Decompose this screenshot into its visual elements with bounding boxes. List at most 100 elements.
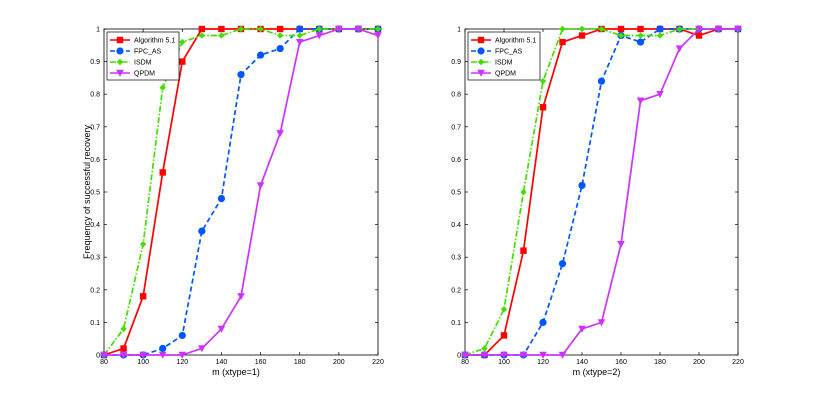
data-point-algorithm-5-1 [578,32,586,39]
y-tick-label: 0.9 [90,59,100,66]
data-point-qpdm [636,97,645,105]
data-point-isdm [374,25,382,33]
legend-label-fpc-as: FPC_AS [134,49,162,56]
data-point-isdm [296,32,303,39]
y-tick-label: 0.8 [90,92,100,99]
y-tick-label: 0.5 [90,190,100,197]
y-tick-label: 0.4 [90,222,100,229]
data-point-isdm [257,25,264,33]
y-tick-label: 0 [96,353,100,360]
x-tick-label: 180 [294,359,306,366]
data-point-qpdm [119,351,128,359]
x-axis-label: m (xtype=2) [573,367,621,377]
y-tick-label: 0.6 [451,157,461,164]
data-point-fpc-as [558,260,567,268]
data-point-isdm [179,38,186,46]
data-point-algorithm-5-1 [218,25,225,33]
data-point-fpc-as [296,25,304,33]
x-tick-label: 180 [654,359,666,366]
data-point-qpdm [558,351,567,359]
y-tick-label: 1 [96,27,100,34]
y-tick-label: 0.7 [90,124,100,131]
data-point-qpdm [158,351,167,359]
data-point-qpdm [335,25,343,33]
legend-marker-isdm [116,58,124,66]
data-point-qpdm [480,351,489,359]
data-point-algorithm-5-1 [559,38,566,46]
data-point-isdm [139,240,147,248]
data-point-isdm [559,25,566,33]
data-point-fpc-as [237,71,245,79]
data-point-qpdm [714,25,723,33]
legend-label-qpdm: QPDM [495,71,516,78]
x-tick-label: 140 [216,359,228,366]
data-point-algorithm-5-1 [120,345,127,352]
y-tick-label: 0.5 [451,190,461,197]
x-tick-label: 200 [333,359,345,366]
legend-label-isdm: ISDM [495,60,513,67]
data-point-algorithm-5-1 [520,247,527,254]
legend-label-qpdm: QPDM [134,71,155,78]
legend-label-fpc-as: FPC_AS [495,49,523,56]
data-point-fpc-as [597,77,606,85]
data-point-fpc-as [578,181,586,190]
data-point-qpdm [295,38,304,46]
data-point-isdm [637,32,644,39]
y-tick-label: 0.3 [451,255,461,262]
data-point-isdm [218,32,225,39]
x-tick-label: 140 [576,359,588,366]
data-point-fpc-as [276,44,284,53]
data-point-qpdm [100,351,108,359]
data-point-qpdm [578,325,586,333]
data-point-qpdm [675,45,684,53]
data-point-qpdm [178,351,187,359]
data-point-isdm [159,84,166,91]
data-point-fpc-as [539,318,547,326]
data-point-isdm [198,32,206,39]
x-tick-label: 80 [100,359,108,366]
data-point-isdm [120,325,127,333]
data-point-isdm [617,32,625,39]
data-point-fpc-as [656,25,664,33]
series-line-isdm [464,28,738,356]
data-point-fpc-as [636,38,645,46]
data-point-isdm [656,32,664,39]
data-point-isdm [520,188,527,196]
data-point-algorithm-5-1 [179,58,186,65]
x-tick-label: 160 [255,359,267,366]
y-tick-label: 0.2 [90,287,100,294]
y-tick-label: 0.1 [90,320,100,327]
legend-marker-fpc-as [477,47,485,55]
data-point-isdm [539,77,547,85]
data-point-qpdm [256,182,265,190]
y-tick-label: 0.2 [451,287,461,294]
x-tick-label: 100 [498,359,510,366]
y-tick-label: 0.9 [451,59,461,66]
legend-marker-qpdm [477,69,485,77]
data-point-algorithm-5-1 [637,25,644,33]
x-axis-label: m (xtype=1) [212,367,260,377]
y-tick-label: 0.8 [451,92,461,99]
data-point-algorithm-5-1 [198,25,206,33]
data-point-algorithm-5-1 [159,169,166,176]
legend-label-algorithm-5-1: Algorithm 5.1 [495,38,536,45]
data-point-qpdm [217,325,226,333]
x-tick-label: 220 [732,359,744,366]
x-tick-label: 160 [615,359,627,366]
data-point-qpdm [597,319,606,327]
y-tick-label: 0.3 [90,255,100,262]
data-point-qpdm [461,351,469,359]
data-point-isdm [276,32,284,39]
data-point-qpdm [237,293,245,301]
data-point-qpdm [139,351,147,359]
chart-xtype-2: 80 100 120 140 160 180 200 220 0 0.1 0.2 0.3 0.4 0.5 0… [451,25,744,377]
legend-marker-isdm [477,58,485,66]
data-point-qpdm [500,351,508,359]
chart-xtype-1: 80 100 120 140 160 180 200 220 0 0.1 0.2 0.3 0.4 0.5 0… [82,25,384,377]
y-tick-label: 0.1 [451,320,461,327]
legend-label-isdm: ISDM [134,60,152,67]
y-tick-label: 0.7 [451,124,461,131]
x-tick-label: 200 [693,359,705,366]
data-point-qpdm [734,25,742,33]
